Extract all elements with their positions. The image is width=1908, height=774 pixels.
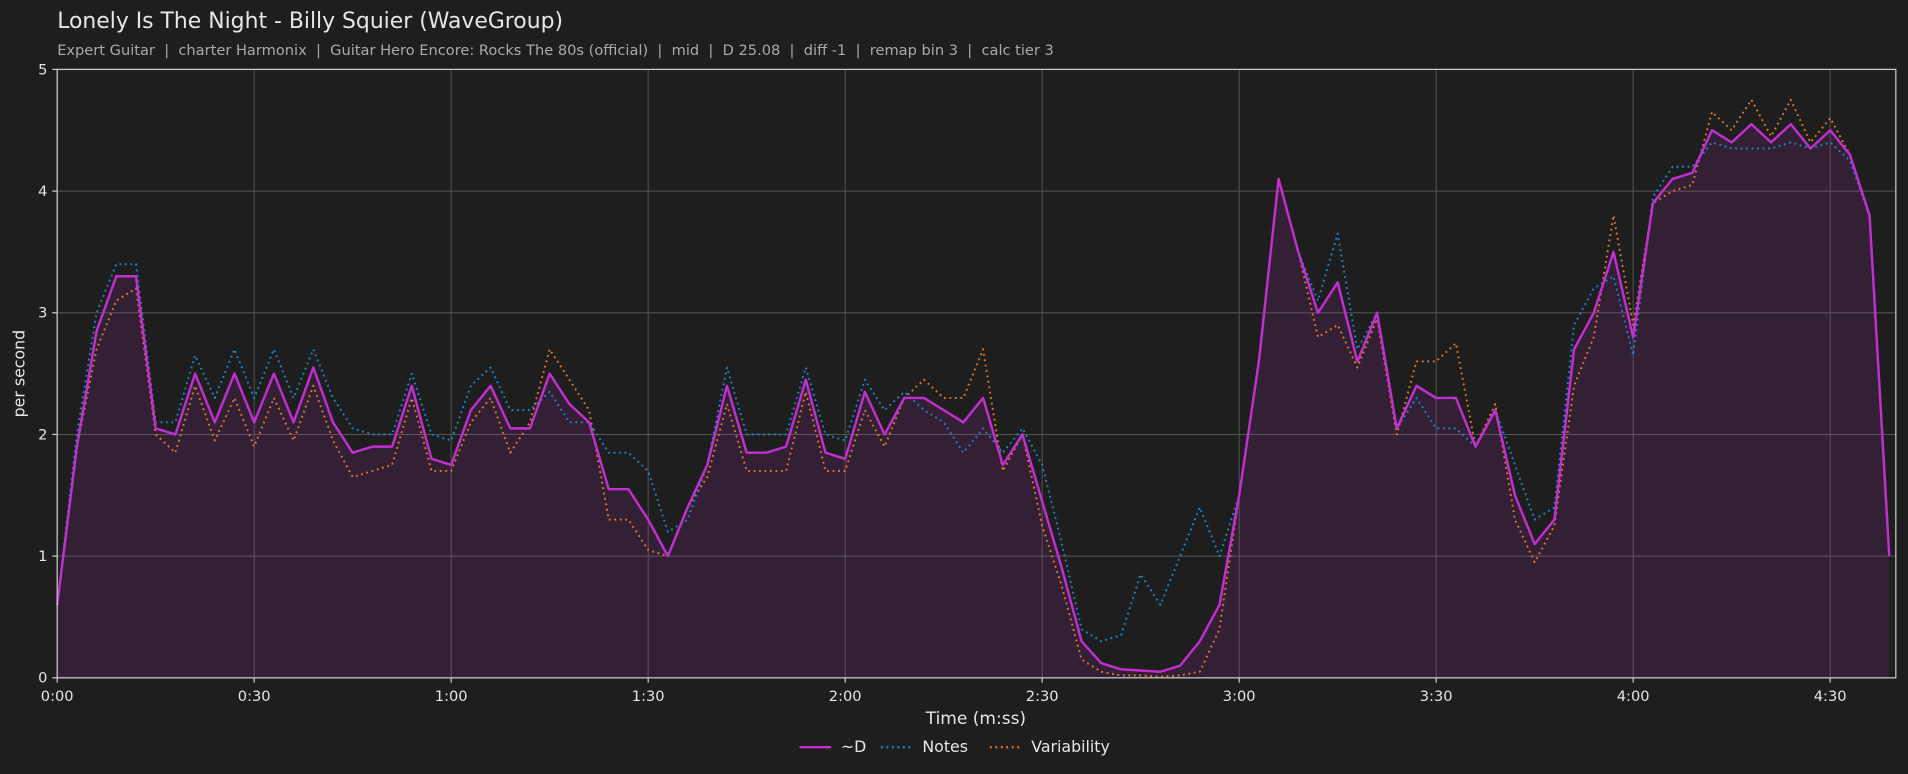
- line: [55, 122, 1891, 673]
- x-tick-label: 0:30: [238, 688, 271, 705]
- x-tick-label: 4:30: [1814, 688, 1847, 705]
- y-tick-label: 5: [38, 61, 47, 78]
- x-tick-label: 2:30: [1026, 688, 1059, 705]
- x-axis-label: Time (m:ss): [925, 709, 1026, 729]
- legend-label: Notes: [922, 737, 968, 756]
- y-tick-label: 0: [38, 670, 47, 687]
- x-tick-label: 4:00: [1617, 688, 1650, 705]
- chart-title: Lonely Is The Night - Billy Squier (Wave…: [57, 9, 563, 34]
- legend-label: ~D: [841, 737, 866, 756]
- line: [56, 98, 1891, 678]
- y-tick-label: 3: [38, 305, 47, 322]
- x-tick-label: 2:00: [829, 688, 862, 705]
- x-tick-label: 3:00: [1223, 688, 1256, 705]
- x-tick-label: 1:00: [435, 688, 468, 705]
- legend-label: Variability: [1031, 737, 1110, 756]
- line: [56, 141, 1891, 643]
- y-tick-label: 2: [38, 426, 47, 443]
- x-tick-label: 1:30: [632, 688, 665, 705]
- y-tick-label: 1: [38, 548, 47, 565]
- y-tick-label: 4: [38, 183, 47, 200]
- x-tick-label: 0:00: [41, 688, 74, 705]
- y-axis-label: per second: [9, 330, 28, 418]
- plot-frame: [56, 68, 1897, 679]
- area: [57, 124, 1890, 678]
- chart-subtitle: Expert Guitar | charter Harmonix | Guita…: [57, 42, 1054, 59]
- x-tick-label: 3:30: [1420, 688, 1453, 705]
